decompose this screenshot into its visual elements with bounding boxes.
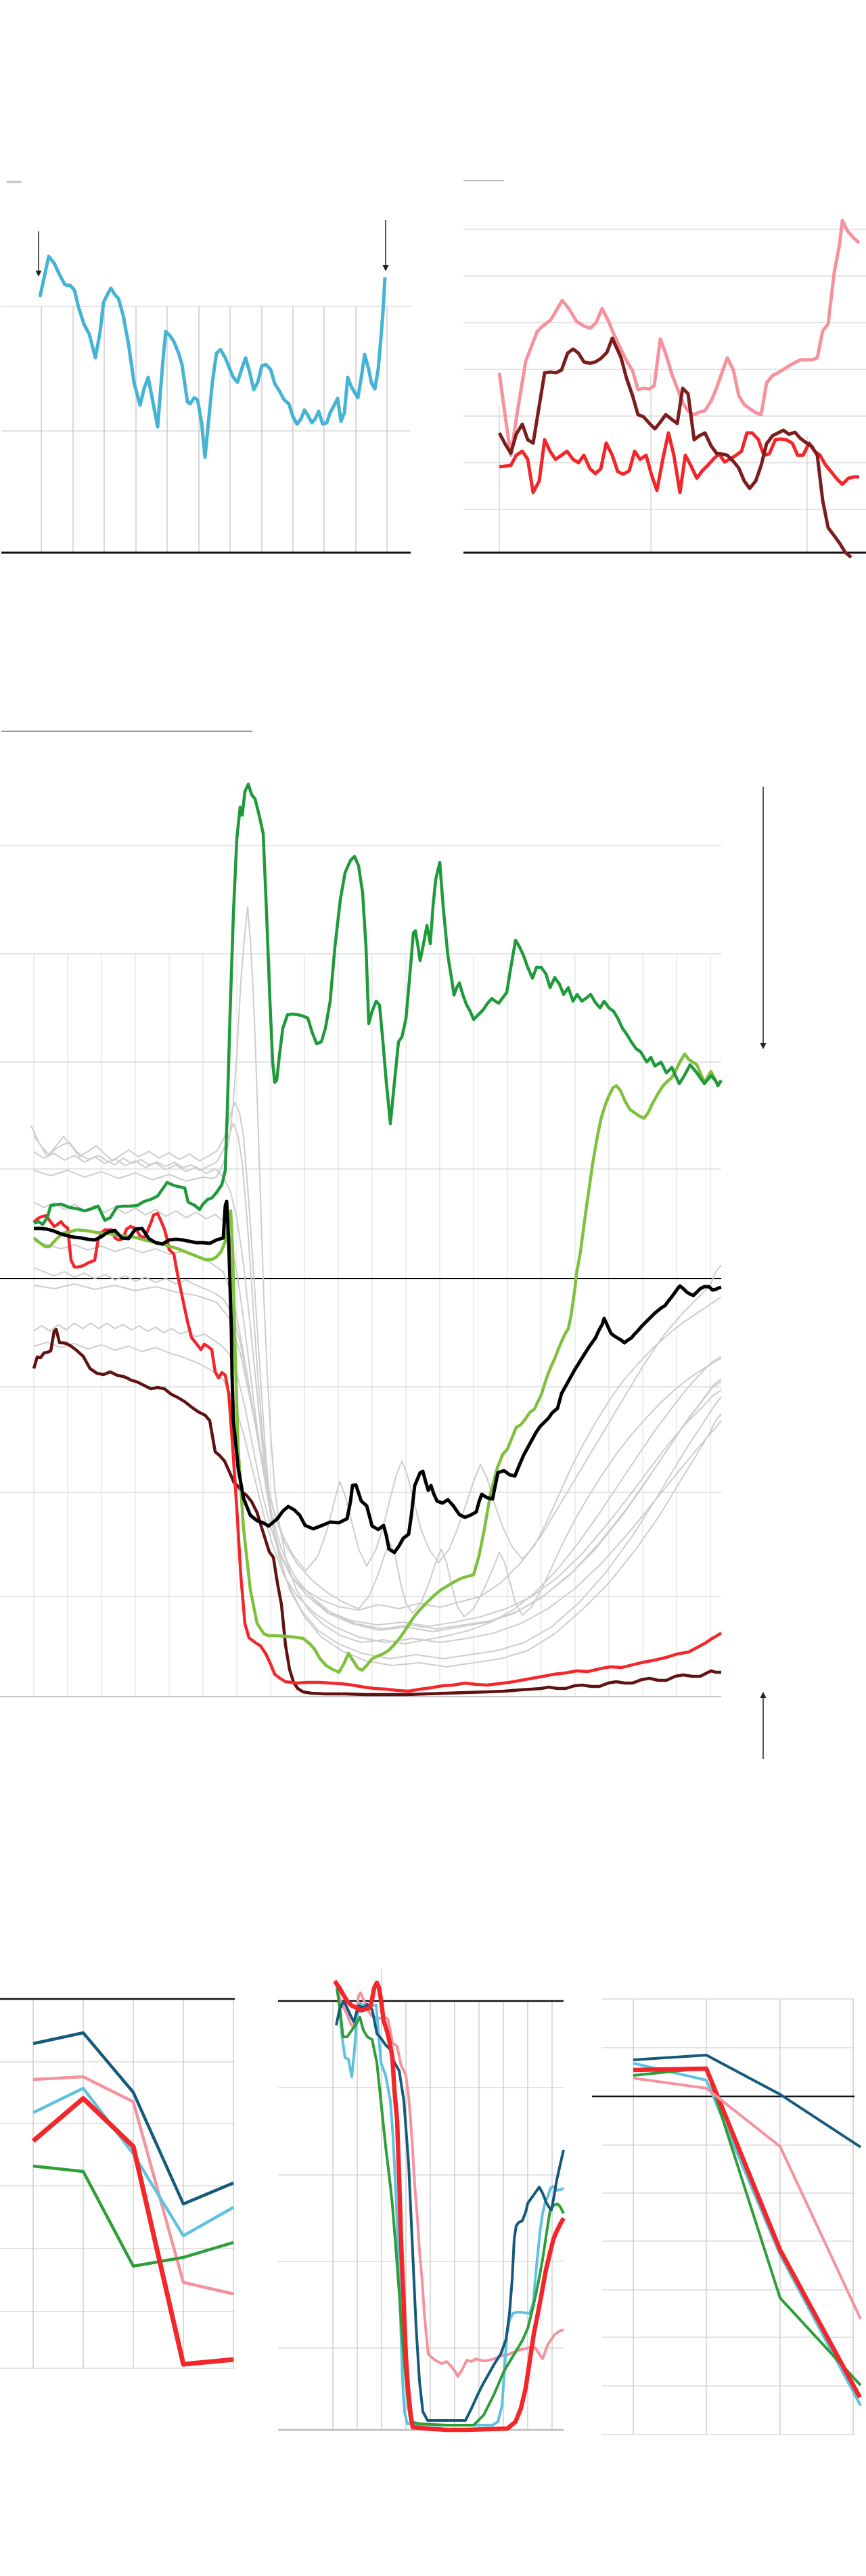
vertical-gridlines [32, 1999, 234, 2368]
chart-small-multiple-bottom-left [0, 1998, 235, 2369]
series-gray-metro-10 [33, 906, 722, 1644]
series-gray-metro-6 [33, 1322, 722, 1627]
series-red-line [633, 2066, 862, 2399]
chart-small-multiple-bottom-right [592, 1998, 862, 2435]
arrow-down-icon [35, 231, 42, 277]
series-dark-maroon-line [32, 1327, 721, 1697]
chart-small-multiple-bottom-middle [278, 1969, 566, 2433]
arrow-head [382, 265, 389, 271]
series-green-line [633, 2067, 862, 2387]
horizontal-gridlines [278, 2087, 564, 2349]
arrow-head [760, 1692, 767, 1698]
series-navy-line [633, 2054, 862, 2148]
series-gray-metro-3 [30, 1102, 722, 1659]
arrow-down-icon [382, 220, 389, 271]
series-pink-line [32, 2075, 234, 2296]
chart-small-line-chart-top-right [463, 180, 866, 559]
horizontal-gridlines [1, 306, 411, 432]
series-red-line [31, 2096, 234, 2367]
series-lime-line [32, 1052, 723, 1674]
arrow-up-icon [760, 1692, 767, 1759]
arrow-head [760, 1043, 767, 1049]
horizontal-gridlines [602, 1998, 854, 2435]
arrow-down-icon [760, 787, 767, 1049]
chart-small-line-chart-top-left [1, 181, 411, 554]
series-green-line [32, 2164, 234, 2268]
series-gray-metro-1 [33, 1122, 722, 1611]
series-pink-line [633, 2077, 862, 2320]
vertical-gridlines [633, 1999, 854, 2435]
chart-large-metro-comparison-chart [0, 731, 767, 1759]
series-green-line [33, 782, 723, 1226]
series-lightblue-line [633, 2062, 862, 2406]
series-red-line [499, 431, 859, 495]
series-black-line [34, 1199, 722, 1555]
horizontal-gridlines [0, 2061, 235, 2369]
series-teal-line [38, 254, 387, 459]
series-gray-metro-8 [33, 1241, 722, 1617]
vertical-gridlines [332, 1969, 553, 2430]
series-maroon-line [497, 336, 852, 559]
arrow-head [35, 271, 42, 277]
series-pink-line [334, 1979, 564, 2378]
series-gray-metro-7 [33, 1341, 722, 1643]
series-red-line [333, 1980, 566, 2433]
series-gray-metro-4 [33, 1201, 722, 1632]
series-navy-line [32, 2031, 234, 2206]
vertical-gridlines [41, 306, 388, 553]
horizontal-gridlines [0, 845, 721, 1597]
